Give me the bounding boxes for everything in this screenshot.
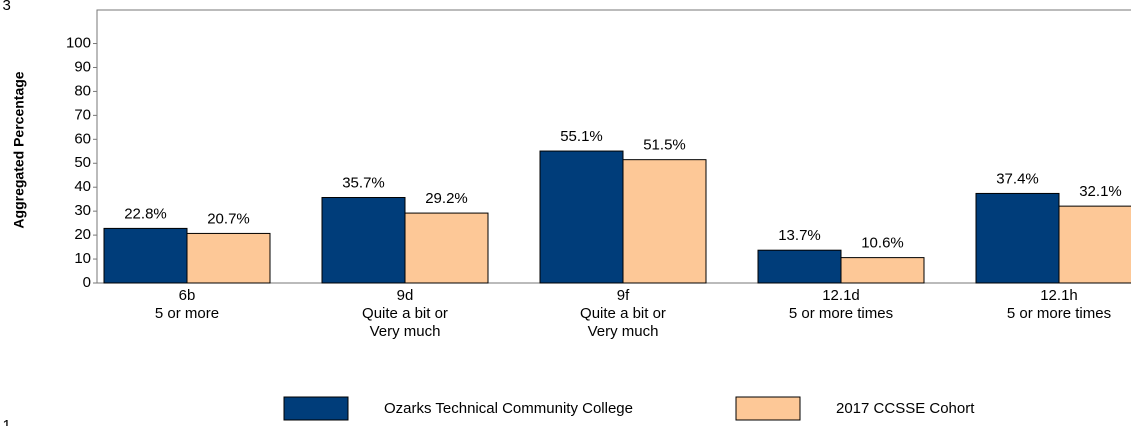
bar (186, 232, 271, 284)
x-tick-label: 6b (179, 287, 196, 304)
y-axis-label: Aggregated Percentage (11, 71, 27, 228)
bar (404, 212, 489, 284)
y-tick-label: 80 (74, 82, 91, 99)
bar (840, 257, 925, 284)
y-tick-label: 90 (74, 58, 91, 75)
legend-swatch (283, 396, 349, 421)
x-tick-label: 5 or more times (789, 305, 893, 322)
x-tick-label: Quite a bit or (580, 305, 666, 322)
bar (1058, 205, 1131, 284)
bar (757, 249, 842, 284)
value-label: 55.1% (560, 128, 603, 145)
bar (622, 159, 707, 284)
value-label: 13.7% (778, 227, 821, 244)
legend-swatch (735, 396, 801, 421)
value-label: 20.7% (207, 210, 250, 227)
x-tick-label: 12.1h (1040, 287, 1078, 304)
value-label: 22.8% (124, 205, 167, 222)
value-label: 51.5% (643, 137, 686, 154)
x-tick-label: 9d (397, 287, 414, 304)
value-label: 29.2% (425, 190, 468, 207)
annotation: e 3 (0, 0, 11, 14)
y-tick-label: 100 (66, 34, 91, 51)
x-tick-label: 9f (617, 287, 630, 304)
bar (975, 192, 1060, 284)
x-tick-label: 12.1d (822, 287, 860, 304)
bar (321, 197, 406, 284)
value-label: 35.7% (342, 174, 385, 191)
y-tick-label: 50 (74, 154, 91, 171)
x-tick-label: 5 or more (155, 305, 219, 322)
x-tick-label: 5 or more times (1007, 305, 1111, 322)
y-tick-label: 70 (74, 106, 91, 123)
y-tick-label: 10 (74, 250, 91, 267)
bar (539, 150, 624, 284)
y-tick-label: 0 (83, 274, 91, 291)
x-tick-label: Very much (588, 323, 659, 340)
y-tick-label: 40 (74, 178, 91, 195)
y-tick-label: 60 (74, 130, 91, 147)
legend-label: Ozarks Technical Community College (384, 400, 633, 417)
value-label: 37.4% (996, 170, 1039, 187)
y-tick-label: 20 (74, 226, 91, 243)
bar (103, 227, 188, 284)
value-label: 32.1% (1079, 183, 1122, 200)
y-tick-label: 30 (74, 202, 91, 219)
value-label: 10.6% (861, 235, 904, 252)
annotation: e 1 (0, 417, 11, 426)
legend-label: 2017 CCSSE Cohort (836, 400, 975, 417)
x-tick-label: Quite a bit or (362, 305, 448, 322)
x-tick-label: Very much (370, 323, 441, 340)
